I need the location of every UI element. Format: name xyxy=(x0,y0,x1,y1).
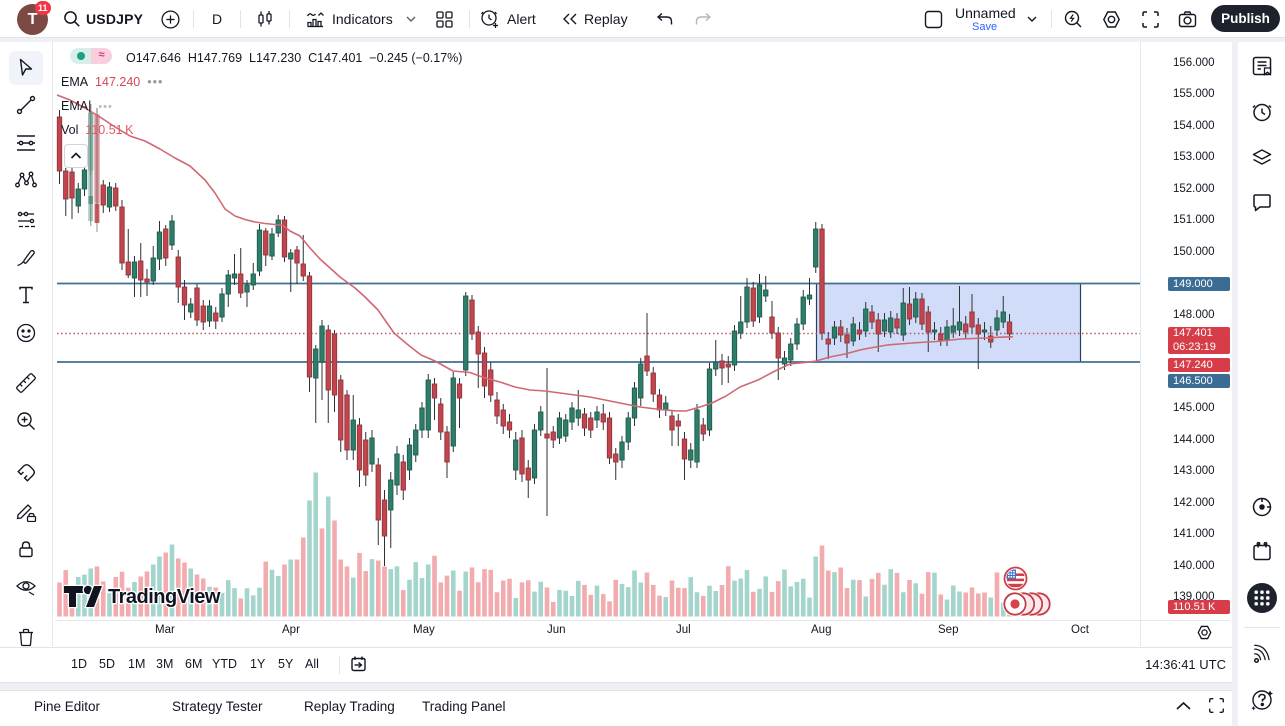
svg-text:TradingView: TradingView xyxy=(108,586,221,608)
